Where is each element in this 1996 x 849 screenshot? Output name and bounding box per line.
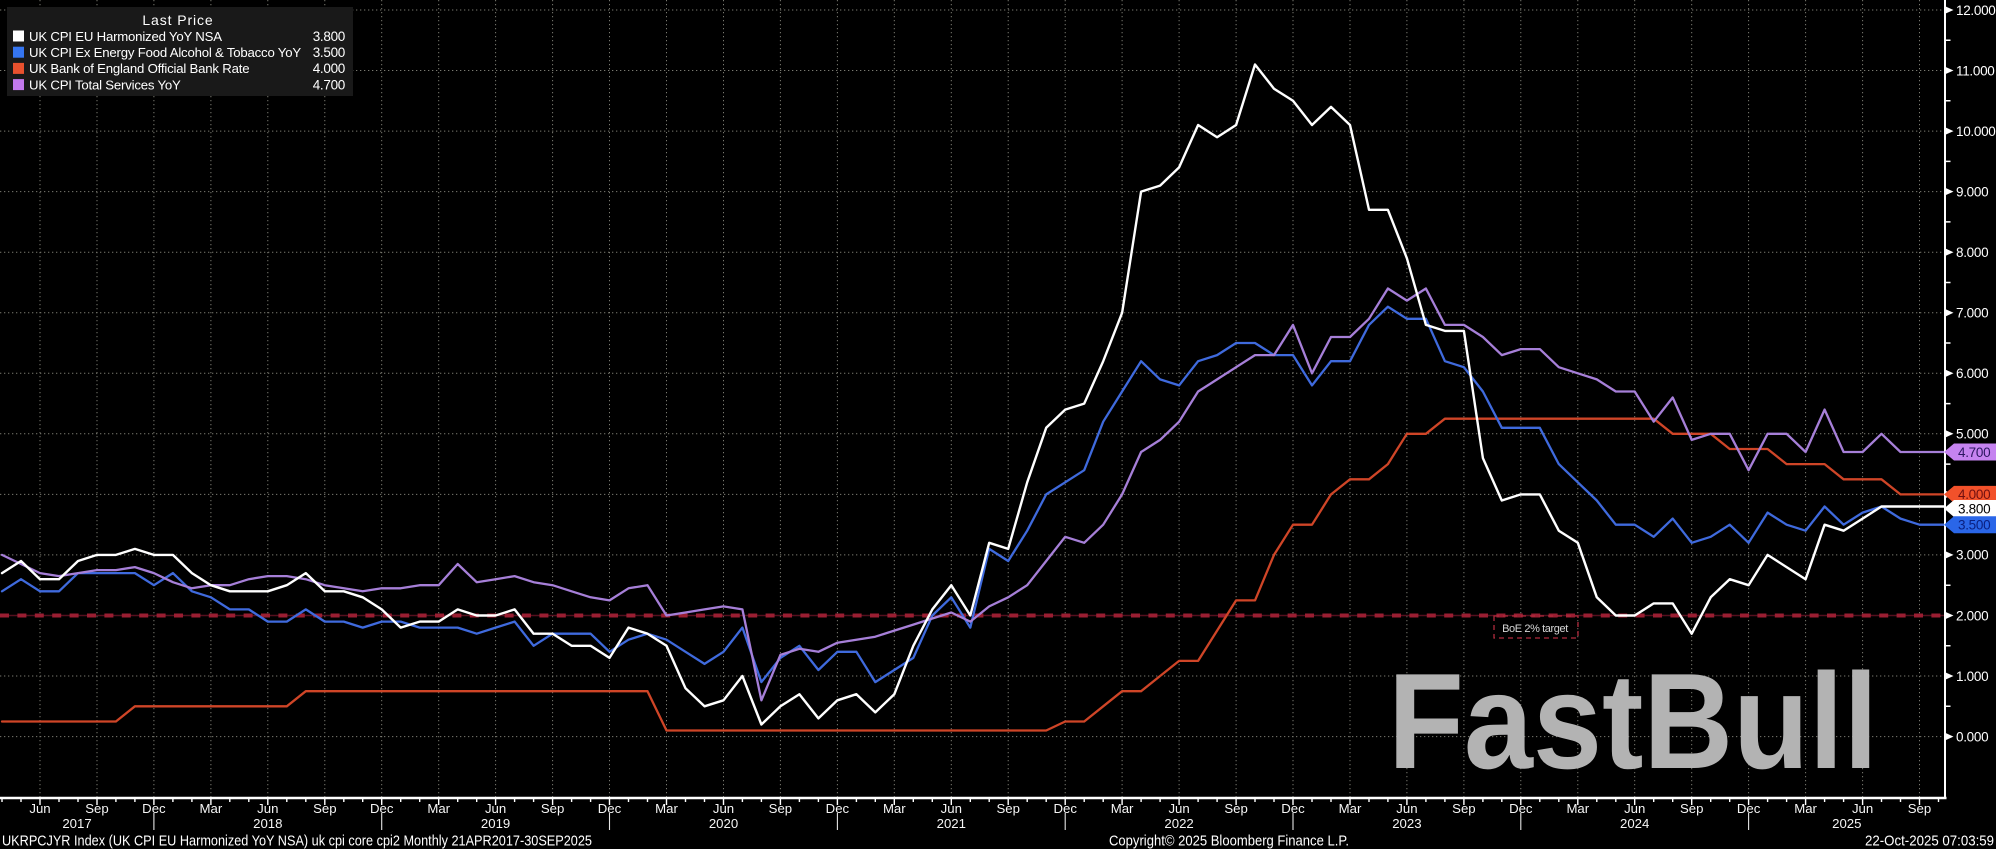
- svg-text:3.500: 3.500: [1958, 518, 1990, 533]
- svg-text:2021: 2021: [937, 816, 966, 831]
- svg-text:3.500: 3.500: [313, 45, 345, 60]
- svg-text:Jun: Jun: [1852, 801, 1873, 816]
- svg-text:Jun: Jun: [485, 801, 506, 816]
- svg-text:BoE 2% target: BoE 2% target: [1502, 623, 1568, 635]
- svg-text:7.000: 7.000: [1956, 306, 1988, 321]
- svg-text:2024: 2024: [1620, 816, 1649, 831]
- svg-text:Last Price: Last Price: [142, 12, 213, 28]
- svg-text:Jun: Jun: [713, 801, 734, 816]
- svg-text:Sep: Sep: [541, 801, 564, 816]
- svg-text:Dec: Dec: [1509, 801, 1533, 816]
- svg-text:0.000: 0.000: [1956, 729, 1988, 744]
- svg-text:Dec: Dec: [142, 801, 166, 816]
- svg-text:3.000: 3.000: [1956, 548, 1988, 563]
- svg-text:2020: 2020: [709, 816, 738, 831]
- svg-text:Jun: Jun: [1168, 801, 1189, 816]
- svg-text:Mar: Mar: [1794, 801, 1817, 816]
- svg-text:4.700: 4.700: [1958, 445, 1990, 460]
- svg-text:6.000: 6.000: [1956, 366, 1988, 381]
- svg-text:Dec: Dec: [1737, 801, 1761, 816]
- svg-text:Dec: Dec: [1281, 801, 1305, 816]
- svg-text:4.700: 4.700: [313, 77, 345, 92]
- svg-text:2019: 2019: [481, 816, 510, 831]
- svg-text:Sep: Sep: [313, 801, 336, 816]
- svg-text:Dec: Dec: [1053, 801, 1077, 816]
- svg-text:Jun: Jun: [29, 801, 50, 816]
- svg-text:3.800: 3.800: [313, 29, 345, 44]
- svg-text:Mar: Mar: [1111, 801, 1134, 816]
- svg-text:UKRPCJYR Index (UK CPI EU Harm: UKRPCJYR Index (UK CPI EU Harmonized YoY…: [2, 833, 592, 849]
- svg-text:Mar: Mar: [1339, 801, 1362, 816]
- svg-text:Mar: Mar: [200, 801, 223, 816]
- svg-text:Dec: Dec: [826, 801, 850, 816]
- svg-text:4.000: 4.000: [313, 61, 345, 76]
- svg-text:Mar: Mar: [1566, 801, 1589, 816]
- svg-text:2.000: 2.000: [1956, 608, 1988, 623]
- svg-text:2018: 2018: [253, 816, 282, 831]
- svg-text:Jun: Jun: [1396, 801, 1417, 816]
- svg-text:UK CPI Total Services YoY: UK CPI Total Services YoY: [29, 77, 181, 92]
- svg-text:3.800: 3.800: [1958, 501, 1990, 516]
- svg-text:10.000: 10.000: [1956, 124, 1996, 139]
- svg-text:Sep: Sep: [769, 801, 792, 816]
- svg-text:Jun: Jun: [257, 801, 278, 816]
- svg-text:11.000: 11.000: [1956, 63, 1995, 78]
- svg-text:UK Bank of England Official Ba: UK Bank of England Official Bank Rate: [29, 61, 249, 76]
- svg-text:12.000: 12.000: [1956, 3, 1996, 18]
- svg-text:UK CPI Ex Energy Food Alcohol: UK CPI Ex Energy Food Alcohol & Tobacco …: [29, 45, 301, 60]
- svg-text:5.000: 5.000: [1956, 427, 1988, 442]
- svg-text:FastBull: FastBull: [1388, 645, 1878, 797]
- svg-text:1.000: 1.000: [1956, 669, 1988, 684]
- svg-text:Copyright© 2025 Bloomberg Fina: Copyright© 2025 Bloomberg Finance L.P.: [1109, 833, 1349, 849]
- svg-text:UK CPI EU Harmonized YoY NSA: UK CPI EU Harmonized YoY NSA: [29, 29, 222, 44]
- svg-text:2017: 2017: [62, 816, 91, 831]
- svg-text:Mar: Mar: [427, 801, 450, 816]
- svg-text:2022: 2022: [1164, 816, 1193, 831]
- svg-text:Sep: Sep: [1224, 801, 1247, 816]
- svg-text:Jun: Jun: [1624, 801, 1645, 816]
- svg-text:Mar: Mar: [883, 801, 906, 816]
- svg-text:9.000: 9.000: [1956, 184, 1988, 199]
- svg-text:Sep: Sep: [85, 801, 108, 816]
- svg-text:22-Oct-2025 07:03:59: 22-Oct-2025 07:03:59: [1865, 833, 1994, 849]
- svg-text:Sep: Sep: [1908, 801, 1931, 816]
- svg-text:Sep: Sep: [1680, 801, 1703, 816]
- svg-text:Jun: Jun: [941, 801, 962, 816]
- svg-text:2025: 2025: [1832, 816, 1861, 831]
- svg-text:Sep: Sep: [996, 801, 1019, 816]
- svg-text:4.000: 4.000: [1958, 487, 1990, 502]
- svg-text:Sep: Sep: [1452, 801, 1475, 816]
- svg-text:Mar: Mar: [655, 801, 678, 816]
- svg-text:2023: 2023: [1392, 816, 1421, 831]
- svg-text:Dec: Dec: [598, 801, 622, 816]
- svg-text:8.000: 8.000: [1956, 245, 1988, 260]
- svg-text:Dec: Dec: [370, 801, 394, 816]
